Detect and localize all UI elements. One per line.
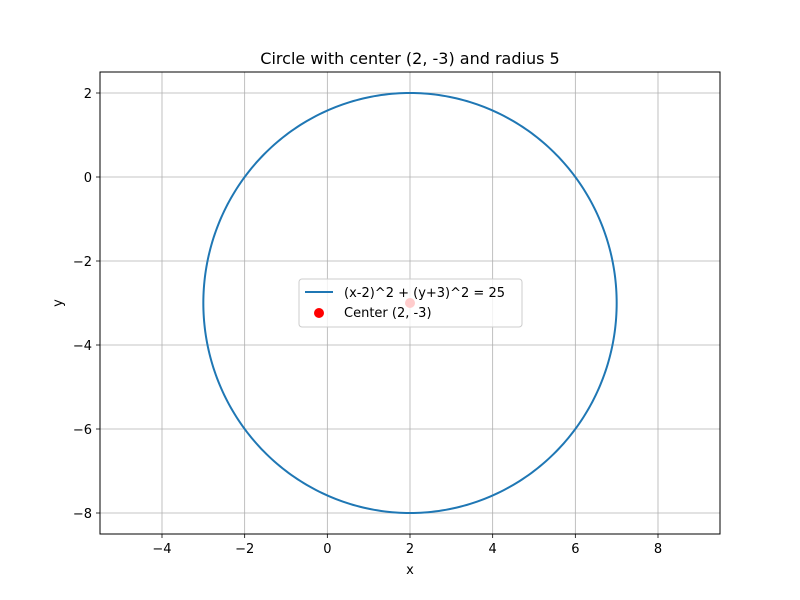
x-tick-label: −4: [152, 542, 171, 557]
legend-center-label: Center (2, -3): [344, 306, 432, 321]
x-axis-label: x: [406, 563, 414, 578]
x-tick-label: 2: [406, 542, 414, 557]
axis-ticks: −4 −2 0 2 4 6 8 −8 −6 −4 −2 0 2: [73, 87, 662, 557]
x-tick-label: −2: [235, 542, 254, 557]
y-tick-label: −2: [73, 255, 92, 270]
y-tick-label: 2: [84, 87, 92, 102]
x-tick-label: 8: [654, 542, 662, 557]
legend: (x-2)^2 + (y+3)^2 = 25 Center (2, -3): [298, 278, 523, 328]
x-tick-label: 6: [571, 542, 579, 557]
y-tick-label: −4: [73, 339, 92, 354]
y-tick-label: −6: [73, 423, 92, 438]
y-tick-label: −8: [73, 507, 92, 522]
y-axis-label: y: [51, 299, 66, 307]
legend-box: [298, 278, 523, 328]
x-tick-label: 4: [489, 542, 497, 557]
circle-line: [202, 91, 618, 515]
chart-title: Circle with center (2, -3) and radius 5: [260, 49, 559, 68]
y-tick-label: 0: [84, 171, 92, 186]
legend-circle-label: (x-2)^2 + (y+3)^2 = 25: [344, 286, 505, 301]
legend-center-swatch: [314, 308, 324, 318]
x-tick-label: 0: [323, 542, 331, 557]
